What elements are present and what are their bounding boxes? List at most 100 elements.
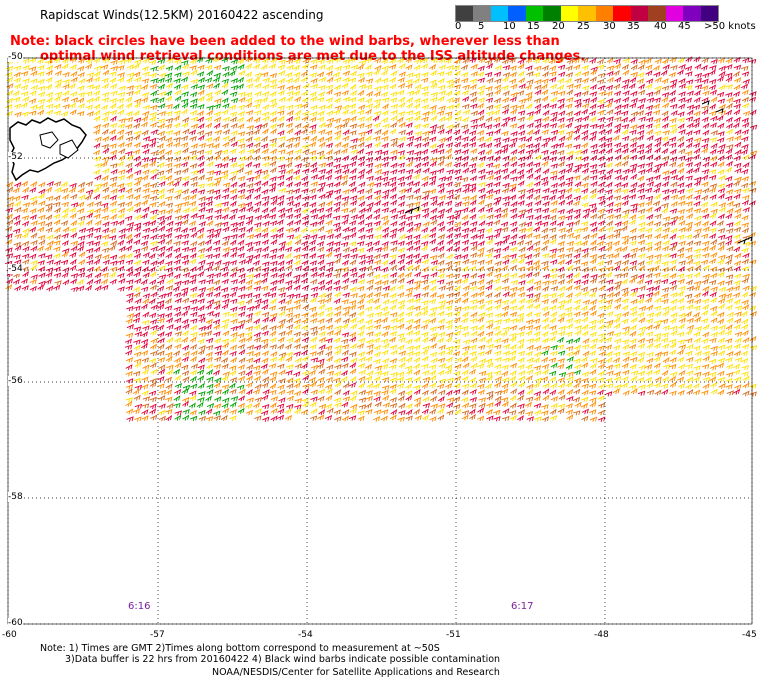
wind-barb — [590, 338, 598, 344]
wind-barb — [709, 337, 717, 343]
wind-barb — [238, 148, 246, 155]
wind-barb — [477, 71, 485, 78]
wind-barb — [582, 337, 590, 344]
wind-barb — [262, 416, 270, 422]
wind-barb — [749, 91, 757, 97]
wind-barb — [110, 168, 118, 175]
wind-barb — [437, 293, 445, 300]
wind-barb — [693, 345, 701, 351]
wind-barb — [190, 231, 198, 239]
wind-barb — [172, 103, 180, 110]
wind-barb — [132, 110, 140, 117]
wind-barb — [709, 122, 717, 129]
wind-barb — [285, 307, 294, 313]
wind-barb — [214, 150, 222, 156]
wind-barb — [572, 410, 581, 416]
wind-barb — [614, 63, 622, 70]
wind-barb — [517, 116, 525, 122]
wind-barb — [421, 292, 429, 298]
wind-barb — [38, 181, 46, 188]
wind-barb — [677, 246, 685, 253]
wind-barb — [349, 83, 357, 91]
wind-barb — [180, 135, 189, 142]
wind-barb — [606, 310, 614, 317]
wind-barb — [404, 271, 412, 278]
wind-barb — [342, 292, 350, 298]
wind-barb — [525, 319, 534, 325]
wind-barb — [581, 57, 589, 64]
wind-barb — [334, 105, 343, 111]
wind-barb — [605, 121, 613, 128]
wind-barb — [622, 369, 630, 376]
wind-barb — [678, 227, 686, 233]
wind-barb — [206, 182, 214, 188]
wind-barb — [678, 240, 686, 246]
wind-barb — [717, 161, 725, 168]
wind-barb — [310, 336, 318, 343]
wind-barb — [406, 305, 414, 311]
wind-barb — [366, 370, 374, 377]
wind-barb — [566, 247, 574, 253]
wind-barb — [414, 142, 422, 149]
wind-barb — [301, 253, 309, 259]
wind-barb — [53, 110, 62, 116]
wind-barb — [486, 110, 494, 117]
wind-barb — [181, 63, 190, 70]
wind-barb — [70, 91, 78, 97]
wind-barb — [589, 277, 597, 284]
wind-barb — [621, 235, 630, 241]
wind-barb — [29, 226, 37, 233]
wind-barb — [197, 183, 205, 189]
wind-barb — [101, 278, 108, 285]
wind-barb — [421, 116, 429, 122]
wind-barb — [300, 76, 308, 83]
wind-barb — [182, 71, 190, 77]
wind-barb — [205, 408, 213, 415]
wind-barb — [614, 123, 622, 129]
wind-barb — [212, 369, 220, 376]
wind-barb — [269, 220, 278, 226]
wind-barb — [654, 136, 662, 143]
wind-barb — [454, 297, 462, 304]
wind-barb — [173, 114, 180, 122]
wind-barb — [549, 253, 557, 259]
wind-barb — [590, 310, 597, 317]
wind-barb — [317, 414, 325, 421]
wind-barb — [125, 201, 133, 207]
wind-barb — [557, 149, 565, 156]
wind-barb — [470, 103, 478, 109]
wind-barb — [189, 226, 197, 233]
wind-barb — [692, 376, 700, 383]
wind-barb — [182, 323, 190, 330]
wind-barb — [517, 364, 525, 370]
wind-barb — [565, 130, 574, 136]
wind-barb — [366, 91, 374, 97]
wind-barb — [598, 226, 606, 233]
wind-barb — [517, 58, 525, 65]
wind-barb — [629, 141, 637, 148]
wind-barb — [357, 219, 365, 226]
wind-barb — [20, 101, 28, 109]
wind-barb — [5, 247, 13, 253]
wind-barb — [548, 58, 556, 65]
wind-barb — [389, 402, 398, 409]
wind-barb — [237, 202, 246, 209]
wind-barb — [365, 108, 372, 115]
wind-barb — [596, 240, 604, 247]
wind-barb — [429, 124, 438, 130]
wind-barb — [117, 141, 125, 148]
wind-barb — [461, 297, 469, 304]
wind-barb — [100, 160, 108, 168]
wind-barb — [134, 331, 143, 337]
wind-barb — [141, 162, 149, 169]
wind-barb — [189, 278, 197, 285]
wind-barb — [701, 389, 709, 396]
wind-barb — [380, 306, 389, 312]
wind-barb — [446, 124, 454, 130]
wind-barb — [581, 389, 589, 396]
wind-barb — [477, 102, 485, 109]
wind-barb — [741, 357, 749, 364]
wind-barb — [253, 142, 261, 148]
wind-barb — [677, 135, 685, 143]
wind-barb — [533, 128, 540, 136]
